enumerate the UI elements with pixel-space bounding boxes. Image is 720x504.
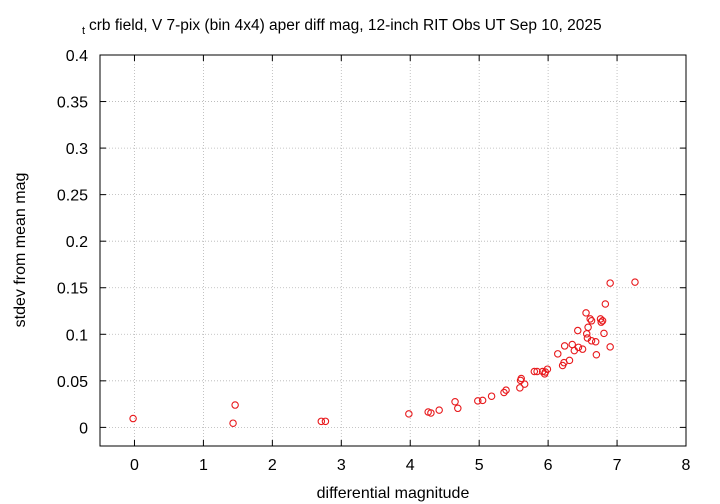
y-tick-label: 0.2	[66, 234, 88, 251]
chart-title-prefix: t	[82, 25, 85, 37]
data-point	[231, 401, 239, 409]
y-tick-label: 0.15	[57, 281, 88, 298]
data-point	[435, 406, 443, 414]
y-tick-label: 0.3	[66, 141, 88, 158]
plot-area-frame	[99, 54, 687, 447]
x-tick-label: 7	[613, 457, 622, 474]
x-axis-label: differential magnitude	[317, 485, 470, 502]
data-point	[570, 346, 579, 355]
data-point	[502, 386, 510, 394]
y-tick-label: 0.05	[57, 374, 88, 391]
data-point	[478, 396, 487, 405]
data-point	[554, 350, 562, 358]
data-point	[578, 345, 587, 353]
data-points	[129, 278, 639, 427]
y-tick-label: 0.1	[66, 327, 88, 344]
data-point	[543, 365, 552, 373]
data-point	[229, 419, 237, 427]
y-tick-label: 0.25	[57, 188, 88, 205]
y-axis-label: stdev from mean mag	[12, 173, 29, 328]
data-point	[574, 343, 583, 352]
data-point	[597, 318, 605, 326]
data-point	[317, 417, 326, 426]
data-point	[517, 374, 525, 383]
data-point	[321, 417, 330, 426]
data-point	[487, 392, 496, 400]
data-point	[500, 388, 508, 397]
data-point	[591, 337, 600, 346]
data-point	[592, 351, 601, 359]
data-point	[582, 309, 590, 317]
data-point	[516, 384, 524, 392]
data-point	[600, 329, 608, 338]
y-tick-label: 0.35	[57, 95, 88, 112]
data-point	[565, 356, 574, 365]
chart-title: crb field, V 7-pix (bin 4x4) aper diff m…	[89, 17, 602, 34]
x-tick-label: 2	[268, 457, 277, 474]
data-point	[586, 315, 594, 323]
data-point	[454, 404, 462, 413]
data-point	[574, 326, 582, 335]
data-point	[533, 367, 541, 376]
y-tick-label: 0.4	[66, 48, 88, 65]
grid-lines	[100, 54, 687, 446]
data-point	[601, 300, 610, 308]
data-point	[606, 343, 614, 351]
data-point	[584, 323, 592, 332]
x-tick-label: 5	[475, 457, 484, 474]
data-point	[405, 410, 413, 418]
data-point	[631, 278, 639, 286]
data-point	[587, 317, 596, 325]
data-point	[427, 409, 435, 417]
data-point	[587, 337, 596, 345]
data-point	[596, 315, 605, 323]
data-point	[129, 414, 137, 423]
data-point	[598, 317, 607, 325]
x-tick-label: 1	[199, 457, 208, 474]
data-point	[451, 398, 459, 406]
title: t crb field, V 7-pix (bin 4x4) aper diff…	[82, 17, 602, 37]
data-point	[520, 380, 529, 388]
x-tick-labels: 0 1 2 3 4 5 6 7 8	[130, 457, 691, 474]
x-tick-label: 3	[337, 457, 346, 474]
plot-border	[99, 54, 687, 447]
y-tick-labels: 0 0.05 0.1 0.15 0.2 0.25 0.3 0.35 0.4	[57, 48, 88, 437]
x-tick-label: 6	[544, 457, 553, 474]
data-point	[560, 342, 569, 350]
x-tick-label: 8	[682, 457, 691, 474]
x-tick-label: 0	[130, 457, 139, 474]
x-tick-label: 4	[406, 457, 415, 474]
data-point	[568, 340, 576, 349]
axis-ticks	[100, 54, 687, 446]
data-point	[474, 397, 482, 405]
data-point	[530, 367, 539, 376]
data-point	[606, 279, 614, 287]
y-tick-label: 0	[79, 420, 88, 437]
